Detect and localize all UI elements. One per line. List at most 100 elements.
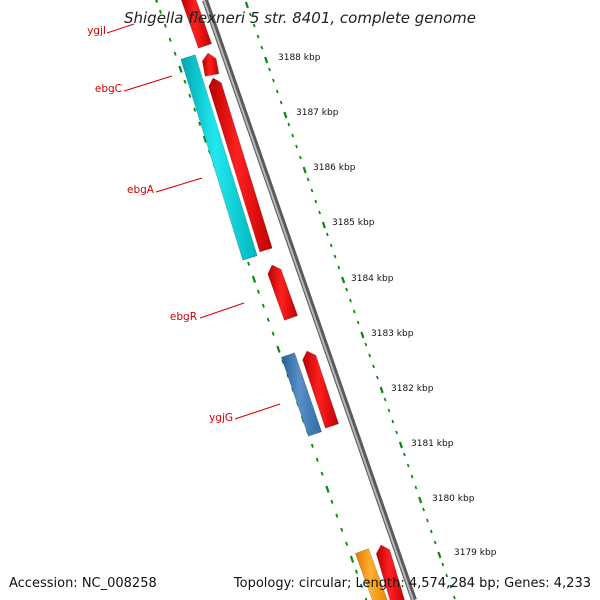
outer-tick — [453, 595, 456, 600]
outer-tick — [360, 331, 365, 339]
outer-tick-track — [244, 1, 456, 600]
inner-tick — [247, 261, 251, 266]
inner-tick — [349, 555, 355, 563]
outer-tick — [406, 463, 410, 468]
inner-tick — [340, 527, 344, 532]
kbp-tick-label: 3184 kbp — [351, 274, 394, 284]
outer-tick — [268, 67, 271, 72]
inner-tick — [325, 485, 330, 493]
inner-tick — [198, 121, 202, 126]
outer-tick — [356, 320, 360, 325]
outer-tick — [402, 452, 406, 457]
kbp-tick-label: 3188 kbp — [278, 53, 321, 63]
outer-tick — [410, 474, 414, 479]
inner-tick — [335, 513, 339, 518]
inner-tick — [168, 37, 172, 42]
outer-tick — [364, 342, 368, 347]
kbp-tick-label: 3180 kbp — [432, 494, 475, 504]
gene-arrow — [208, 77, 273, 253]
outer-tick — [398, 441, 403, 449]
kbp-tick-label: 3186 kbp — [313, 163, 356, 173]
outer-tick — [391, 419, 395, 424]
outer-tick — [252, 23, 256, 28]
inner-tick — [271, 331, 275, 336]
outer-tick — [325, 232, 329, 237]
kbp-tick-label: 3183 kbp — [371, 329, 414, 339]
outer-tick — [437, 551, 442, 559]
outer-tick — [418, 496, 423, 504]
inner-tick — [359, 583, 363, 588]
kbp-tick-labels: 3188 kbp 3187 kbp 3186 kbp 3185 kbp 3184 kbp… — [278, 53, 497, 558]
outer-tick — [422, 507, 425, 512]
outer-tick — [449, 584, 452, 589]
gene-label-leader-line — [106, 23, 135, 34]
inner-tick-track — [155, 0, 368, 600]
gene-bar — [355, 548, 388, 600]
backbone — [202, 0, 417, 600]
outer-tick — [272, 78, 275, 83]
kbp-tick-label: 3187 kbp — [296, 108, 339, 118]
outer-tick — [368, 353, 372, 358]
outer-tick — [337, 265, 341, 270]
ygjG-gene-bar — [281, 352, 322, 437]
outer-tick — [379, 386, 384, 394]
outer-tick — [264, 56, 269, 64]
gene-arrow — [375, 544, 405, 600]
inner-tick — [266, 317, 270, 322]
inner-tick — [173, 51, 177, 56]
outer-tick — [395, 430, 399, 435]
gene-arrow — [202, 52, 220, 77]
inner-tick — [202, 135, 208, 143]
inner-tick — [345, 541, 349, 546]
outer-tick — [306, 177, 310, 182]
outer-tick — [445, 573, 449, 578]
inner-tick — [251, 275, 257, 283]
accession-label: Accession: NC_008258 — [9, 576, 157, 591]
outer-tick — [318, 210, 322, 215]
gene-arrow — [181, 0, 212, 49]
inner-tick — [310, 443, 314, 448]
outer-tick — [244, 1, 249, 9]
outer-tick — [260, 45, 264, 50]
inner-tick — [256, 289, 260, 294]
kbp-tick-label: 3185 kbp — [332, 218, 375, 228]
outer-tick — [321, 221, 326, 229]
inner-tick — [158, 9, 162, 14]
inner-tick — [330, 499, 334, 504]
outer-tick — [441, 562, 445, 567]
gene-label-leader-line — [155, 177, 203, 193]
outer-tick — [341, 276, 346, 284]
kbp-tick-label: 3182 kbp — [391, 384, 434, 394]
outer-tick — [283, 111, 288, 119]
outer-tick — [333, 254, 337, 259]
outer-tick — [433, 540, 437, 545]
outer-tick — [291, 133, 295, 138]
map-title: Shigella flexneri 5 str. 8401, complete … — [124, 9, 476, 27]
gene-labels: ygjI ebgC ebgA ebgR ygjG — [87, 23, 281, 424]
outer-tick — [345, 287, 348, 292]
outer-tick — [275, 89, 279, 94]
outer-tick — [352, 309, 356, 314]
outer-tick — [383, 397, 387, 402]
outer-tick — [248, 12, 252, 17]
gene-label: ygjG — [209, 412, 233, 424]
inner-tick — [276, 345, 281, 353]
feature-track — [180, 0, 405, 600]
outer-tick — [349, 298, 352, 303]
outer-tick — [302, 166, 307, 174]
kbp-tick-label: 3179 kbp — [454, 548, 497, 558]
inner-tick — [320, 471, 324, 476]
inner-tick — [354, 569, 358, 574]
inner-tick — [315, 457, 319, 462]
inner-tick — [188, 93, 192, 98]
outer-tick — [299, 155, 302, 160]
outer-tick — [314, 199, 318, 204]
gene-label-leader-line — [123, 75, 173, 92]
gene-label: ebgR — [170, 311, 197, 323]
inner-tick — [155, 0, 159, 3]
outer-tick — [295, 144, 298, 149]
outer-tick — [372, 364, 375, 369]
outer-tick — [429, 529, 433, 534]
